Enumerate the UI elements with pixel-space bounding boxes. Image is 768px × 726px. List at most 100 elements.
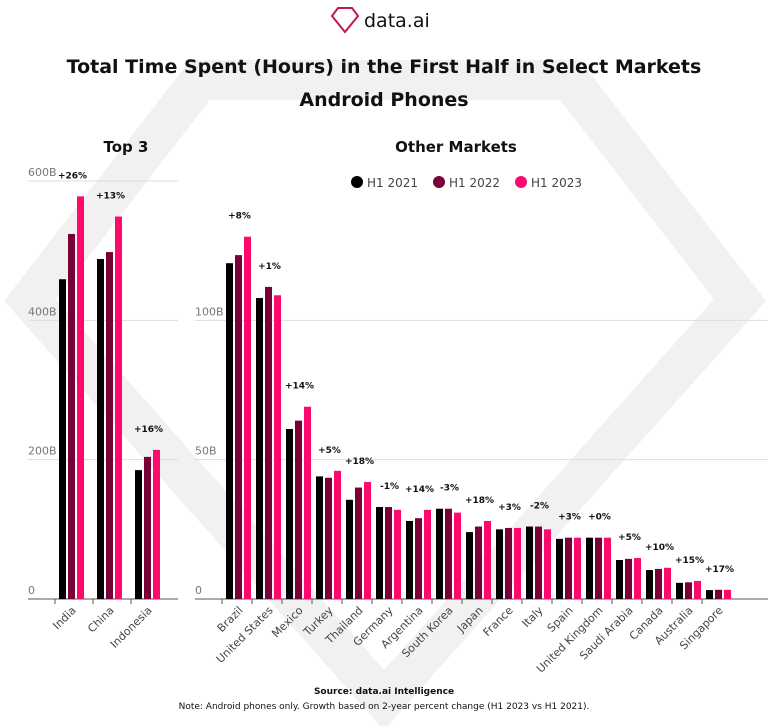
bar-canada-H1-2021 xyxy=(646,570,653,599)
bar-germany-H1-2021 xyxy=(376,507,383,599)
bar-turkey-H1-2021 xyxy=(316,476,323,599)
bar-thailand-H1-2022 xyxy=(355,487,362,599)
panel-title-other: Other Markets xyxy=(395,138,517,156)
bar-india-H1-2021 xyxy=(59,279,66,599)
bar-china-H1-2022 xyxy=(106,252,113,599)
bar-mexico-H1-2023 xyxy=(304,406,311,599)
logo: data.ai xyxy=(330,7,430,34)
bar-mexico-H1-2022 xyxy=(295,420,302,599)
bar-germany-H1-2022 xyxy=(385,507,392,599)
x-tick-label: India xyxy=(50,604,78,632)
bar-italy-H1-2023 xyxy=(544,529,551,599)
bar-france-H1-2022 xyxy=(505,527,512,599)
bar-france-H1-2023 xyxy=(514,527,521,599)
growth-label: +8% xyxy=(228,212,251,222)
bar-italy-H1-2022 xyxy=(535,526,542,599)
growth-label: -2% xyxy=(530,502,549,512)
x-tick-label: Italy xyxy=(520,604,546,630)
bar-thailand-H1-2021 xyxy=(346,499,353,599)
bar-saudi-arabia-H1-2021 xyxy=(616,559,623,599)
growth-label: +1% xyxy=(258,262,281,272)
x-tick-label: China xyxy=(85,604,116,635)
bar-australia-H1-2022 xyxy=(685,582,692,599)
growth-label: +3% xyxy=(558,513,581,523)
bar-united-states-H1-2021 xyxy=(256,298,263,599)
bar-south-korea-H1-2021 xyxy=(436,508,443,599)
bar-japan-H1-2022 xyxy=(475,526,482,599)
y-tick-label: 50B xyxy=(195,445,217,458)
bar-japan-H1-2023 xyxy=(484,520,491,599)
chart-title: Total Time Spent (Hours) in the First Ha… xyxy=(67,56,702,78)
legend-marker xyxy=(433,176,445,188)
legend-label: H1 2021 xyxy=(367,176,418,190)
bar-argentina-H1-2023 xyxy=(424,509,431,599)
bar-spain-H1-2022 xyxy=(565,537,572,599)
bar-singapore-H1-2021 xyxy=(706,590,713,599)
growth-label: -3% xyxy=(440,484,459,494)
x-tick-label: Indonesia xyxy=(108,604,155,651)
bar-china-H1-2023 xyxy=(115,216,122,599)
bar-saudi-arabia-H1-2023 xyxy=(634,558,641,599)
bar-spain-H1-2023 xyxy=(574,537,581,599)
bar-united-states-H1-2022 xyxy=(265,286,272,599)
bar-australia-H1-2021 xyxy=(676,582,683,599)
legend: H1 2021 H1 2022 H1 2023 xyxy=(351,176,582,190)
source-text: Source: data.ai Intelligence xyxy=(314,687,454,697)
y-tick-label: 0 xyxy=(195,584,202,597)
bar-germany-H1-2023 xyxy=(394,509,401,599)
bar-singapore-H1-2023 xyxy=(724,589,731,599)
bar-turkey-H1-2023 xyxy=(334,470,341,599)
bar-singapore-H1-2022 xyxy=(715,589,722,599)
bar-india-H1-2023 xyxy=(77,196,84,599)
bar-spain-H1-2021 xyxy=(556,538,563,599)
growth-label: +18% xyxy=(465,496,494,506)
bar-india-H1-2022 xyxy=(68,233,75,600)
bar-canada-H1-2022 xyxy=(655,568,662,599)
growth-label: +10% xyxy=(645,543,674,553)
bar-mexico-H1-2021 xyxy=(286,429,293,599)
growth-label: +13% xyxy=(96,192,125,202)
bar-china-H1-2021 xyxy=(97,259,104,599)
legend-marker xyxy=(351,176,363,188)
bar-brazil-H1-2021 xyxy=(226,263,233,599)
brand-name: data.ai xyxy=(364,10,430,32)
bar-south-korea-H1-2023 xyxy=(454,512,461,599)
bar-turkey-H1-2022 xyxy=(325,477,332,599)
growth-label: +5% xyxy=(318,446,341,456)
bar-australia-H1-2023 xyxy=(694,580,701,599)
chart-subtitle: Android Phones xyxy=(299,89,468,111)
bar-argentina-H1-2022 xyxy=(415,518,422,599)
legend-label: H1 2023 xyxy=(531,176,582,190)
bar-italy-H1-2021 xyxy=(526,526,533,599)
y-tick-label: 600B xyxy=(28,166,57,179)
growth-label: +16% xyxy=(134,425,163,435)
growth-label: +14% xyxy=(285,382,314,392)
bar-saudi-arabia-H1-2022 xyxy=(625,558,632,599)
bar-france-H1-2021 xyxy=(496,529,503,599)
bar-united-kingdom-H1-2021 xyxy=(586,537,593,599)
y-tick-label: 0 xyxy=(28,584,35,597)
note-text: Note: Android phones only. Growth based … xyxy=(179,702,590,712)
bar-japan-H1-2021 xyxy=(466,532,473,599)
growth-label: +18% xyxy=(345,457,374,467)
bar-indonesia-H1-2023 xyxy=(153,449,160,599)
growth-label: +0% xyxy=(588,513,611,523)
bar-united-kingdom-H1-2023 xyxy=(604,537,611,599)
panel-title-top3: Top 3 xyxy=(104,138,149,156)
legend-label: H1 2022 xyxy=(449,176,500,190)
growth-label: +17% xyxy=(705,565,734,575)
y-tick-label: 400B xyxy=(28,305,57,318)
growth-label: +14% xyxy=(405,485,434,495)
bar-thailand-H1-2023 xyxy=(364,481,371,599)
y-tick-label: 200B xyxy=(28,445,57,458)
growth-label: +5% xyxy=(618,533,641,543)
bar-united-states-H1-2023 xyxy=(274,295,281,599)
bar-argentina-H1-2021 xyxy=(406,520,413,599)
bar-south-korea-H1-2022 xyxy=(445,508,452,599)
growth-label: +3% xyxy=(498,503,521,513)
bar-indonesia-H1-2021 xyxy=(135,470,142,599)
bar-canada-H1-2023 xyxy=(664,567,671,599)
growth-label: +15% xyxy=(675,556,704,566)
bar-indonesia-H1-2022 xyxy=(144,456,151,599)
